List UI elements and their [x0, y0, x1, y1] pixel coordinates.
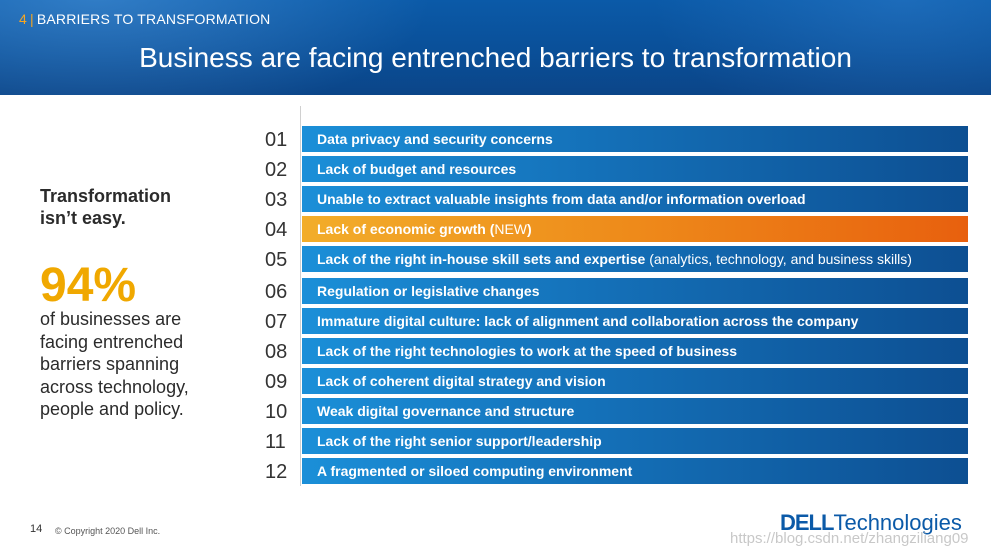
barrier-row: 03 Unable to extract valuable insights fr… — [258, 186, 968, 212]
barrier-label-bold: Weak digital governance and structure — [317, 403, 575, 419]
barrier-bar: Lack of the right senior support/leaders… — [302, 428, 968, 454]
watermark-text: https://blog.csdn.net/zhangziliang09 — [730, 530, 969, 547]
stat-description: of businesses are facing entrenched barr… — [40, 308, 240, 421]
left-heading-line1: Transformation — [40, 186, 172, 206]
left-heading-line2: isn’t easy. — [40, 208, 126, 228]
barrier-label-bold: Lack of budget and resources — [317, 161, 517, 177]
dell-technologies-logo: DELLTechnologies — [780, 510, 962, 536]
page-number: 14 — [30, 523, 43, 535]
barrier-bar: Regulation or legislative changes — [302, 278, 968, 304]
barrier-number: 03 — [265, 189, 288, 211]
barrier-label: Lack of the right senior support/leaders… — [317, 428, 602, 454]
barrier-label: Data privacy and security concerns — [317, 126, 553, 152]
header-banner: 4 | BARRIERS TO TRANSFORMATION Business ar… — [0, 0, 991, 95]
barrier-row: 07 Immature digital culture: lack of alig… — [258, 308, 968, 334]
barrier-label-bold: Lack of economic growth ( — [317, 221, 495, 237]
barrier-label-note: (analytics, technology, and business ski… — [645, 251, 912, 267]
section-number: 4 — [19, 11, 27, 27]
barrier-number: 08 — [265, 341, 288, 363]
barrier-number: 04 — [265, 219, 288, 241]
barrier-label: Unable to extract valuable insights from… — [317, 186, 806, 212]
barrier-row: 08 Lack of the right technologies to work… — [258, 338, 968, 364]
barrier-number: 07 — [265, 311, 288, 333]
barrier-label: Lack of the right in-house skill sets an… — [317, 246, 912, 272]
barrier-row: 04 Lack of economic growth (NEW) — [258, 216, 968, 242]
barrier-label: Lack of economic growth (NEW) — [317, 216, 532, 242]
barrier-row: 11 Lack of the right senior support/leade… — [258, 428, 968, 454]
logo-technologies: Technologies — [833, 510, 962, 535]
barrier-bar: Immature digital culture: lack of alignm… — [302, 308, 968, 334]
barrier-label-note: NEW — [494, 221, 528, 237]
barrier-bar: Lack of the right in-house skill sets an… — [302, 246, 968, 272]
section-separator: | — [30, 11, 34, 27]
barrier-row: 06 Regulation or legislative changes — [258, 278, 968, 304]
stat-description-line: people and policy. — [40, 399, 184, 419]
section-label: 4 | BARRIERS TO TRANSFORMATION — [19, 11, 270, 27]
barrier-label-bold: Immature digital culture: lack of alignm… — [317, 313, 859, 329]
barrier-number: 05 — [265, 249, 288, 271]
barrier-row: 01 Data privacy and security concerns — [258, 126, 968, 152]
stat-description-line: facing entrenched — [40, 331, 184, 352]
barrier-label-bold: Lack of coherent digital strategy and vi… — [317, 373, 606, 389]
left-heading: Transformation isn’t easy. — [40, 185, 240, 229]
barrier-label: Immature digital culture: lack of alignm… — [317, 308, 858, 334]
barrier-row: 02 Lack of budget and resources — [258, 156, 968, 182]
barrier-label: Lack of coherent digital strategy and vi… — [317, 368, 606, 394]
page-title: Business are facing entrenched barriers … — [139, 42, 852, 73]
section-title: BARRIERS TO TRANSFORMATION — [36, 11, 271, 27]
barrier-label-bold: Lack of the right technologies to work a… — [317, 343, 738, 359]
barrier-number: 06 — [265, 281, 288, 303]
barrier-label: Lack of budget and resources — [317, 156, 516, 182]
barrier-number: 11 — [265, 431, 286, 453]
barrier-label: Weak digital governance and structure — [317, 398, 574, 424]
barrier-label-bold: Unable to extract valuable insights from… — [317, 191, 806, 207]
barrier-row: 05 Lack of the right in-house skill sets … — [258, 246, 968, 272]
barrier-number: 10 — [265, 401, 288, 423]
barrier-row: 09 Lack of coherent digital strategy and … — [258, 368, 968, 394]
barrier-label-bold: Regulation or legislative changes — [317, 283, 540, 299]
barrier-bar-highlighted: Lack of economic growth (NEW) — [302, 216, 968, 242]
barrier-bar: Lack of the right technologies to work a… — [302, 338, 968, 364]
barrier-label: Lack of the right technologies to work a… — [317, 338, 737, 364]
barrier-number: 01 — [265, 129, 288, 151]
stat-description-line: of businesses are — [40, 309, 182, 329]
barrier-number: 02 — [265, 159, 288, 181]
copyright-text: © Copyright 2020 Dell Inc. — [55, 526, 161, 536]
barrier-bar: A fragmented or siloed computing environ… — [302, 458, 968, 484]
barrier-label-bold: Data privacy and security concerns — [317, 131, 553, 147]
barrier-label-bold: Lack of the right senior support/leaders… — [317, 433, 602, 449]
barrier-label: A fragmented or siloed computing environ… — [317, 458, 632, 484]
barrier-bar: Weak digital governance and structure — [302, 398, 968, 424]
stat-description-line: barriers spanning — [40, 354, 180, 374]
barrier-label-bold-suffix: ) — [527, 221, 532, 237]
barrier-label: Regulation or legislative changes — [317, 278, 540, 304]
barrier-label-bold: A fragmented or siloed computing environ… — [317, 463, 633, 479]
barrier-number: 09 — [265, 371, 288, 393]
barrier-bar: Lack of budget and resources — [302, 156, 968, 182]
barrier-label-bold: Lack of the right in-house skill sets an… — [317, 251, 646, 267]
barrier-number: 12 — [265, 461, 288, 483]
barrier-bar: Unable to extract valuable insights from… — [302, 186, 968, 212]
barrier-bar: Lack of coherent digital strategy and vi… — [302, 368, 968, 394]
logo-dell: DELL — [780, 510, 834, 535]
stat-value: 94% — [40, 259, 137, 312]
barrier-row: 12 A fragmented or siloed computing envir… — [258, 458, 968, 484]
barrier-row: 10 Weak digital governance and structure — [258, 398, 968, 424]
barrier-bar: Data privacy and security concerns — [302, 126, 968, 152]
divider-line — [300, 106, 301, 486]
stat-description-line: across technology, — [40, 376, 189, 397]
